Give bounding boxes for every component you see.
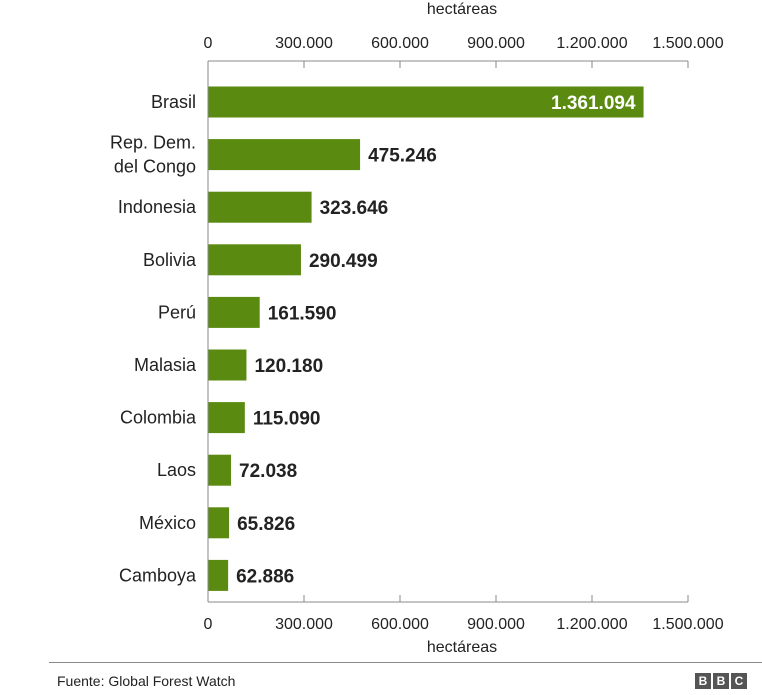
- x-tick-label-top: 300.000: [275, 35, 333, 52]
- value-label: 323.646: [320, 198, 389, 219]
- category-label: Camboya: [119, 565, 197, 585]
- bbc-logo: B B C: [695, 673, 747, 689]
- value-label: 65.826: [237, 514, 295, 535]
- x-tick-label-bottom: 900.000: [467, 616, 525, 633]
- x-tick-label-top: 600.000: [371, 35, 429, 52]
- value-label: 115.090: [253, 409, 321, 430]
- x-tick-label-top: 1.500.000: [652, 35, 723, 52]
- bar-chart: hectáreas 0 300.000 600.000 900.000 1.200.00…: [110, 1, 724, 656]
- category-label-line: Rep. Dem.: [110, 133, 196, 153]
- category-label: Colombia: [120, 408, 197, 428]
- bar: [208, 191, 312, 223]
- value-label: 72.038: [239, 461, 297, 482]
- x-tick-label-bottom: 0: [204, 616, 213, 633]
- category-label: Rep. Dem. del Congo: [110, 133, 196, 177]
- x-tick-label-top: 0: [204, 35, 213, 52]
- value-label: 1.361.094: [551, 93, 636, 114]
- bar: [208, 507, 230, 539]
- category-label-line: del Congo: [114, 157, 196, 177]
- bbc-logo-letter: B: [695, 673, 711, 689]
- source-note: Fuente: Global Forest Watch: [57, 673, 236, 689]
- footer-divider: [49, 662, 762, 663]
- x-tick-label-top: 1.200.000: [556, 35, 627, 52]
- bar: [208, 349, 247, 381]
- x-axis-title-bottom: hectáreas: [427, 639, 497, 656]
- category-label: México: [139, 513, 196, 533]
- x-tick-label-top: 900.000: [467, 35, 525, 52]
- x-tick-label-bottom: 1.200.000: [556, 616, 627, 633]
- category-label: Perú: [158, 302, 196, 322]
- bbc-logo-letter: C: [731, 673, 747, 689]
- category-label: Indonesia: [118, 197, 197, 217]
- bbc-logo-letter: B: [713, 673, 729, 689]
- x-axis-bottom: 0 300.000 600.000 900.000 1.200.000 1.500.000: [204, 595, 724, 633]
- x-tick-label-bottom: 600.000: [371, 616, 429, 633]
- x-tick-label-bottom: 1.500.000: [652, 616, 723, 633]
- value-label: 161.590: [268, 303, 337, 324]
- bar: [208, 244, 301, 276]
- x-axis-title-top: hectáreas: [427, 1, 497, 18]
- bar: [208, 402, 245, 434]
- value-label: 290.499: [309, 251, 378, 272]
- category-label: Malasia: [134, 355, 197, 375]
- category-label: Brasil: [151, 92, 196, 112]
- value-label: 120.180: [254, 356, 323, 377]
- bar: [208, 454, 232, 486]
- x-axis-top: 0 300.000 600.000 900.000 1.200.000 1.500.000: [204, 35, 724, 68]
- category-label: Bolivia: [143, 250, 197, 270]
- bar: [208, 296, 260, 328]
- bars-group: Brasil 1.361.094 Rep. Dem. del Congo 475.246…: [110, 86, 644, 591]
- x-tick-label-bottom: 300.000: [275, 616, 333, 633]
- category-label: Laos: [157, 460, 196, 480]
- bar: [208, 139, 361, 171]
- value-label: 62.886: [236, 566, 294, 587]
- bar: [208, 559, 229, 591]
- bar: [208, 86, 644, 118]
- value-label: 475.246: [368, 146, 437, 167]
